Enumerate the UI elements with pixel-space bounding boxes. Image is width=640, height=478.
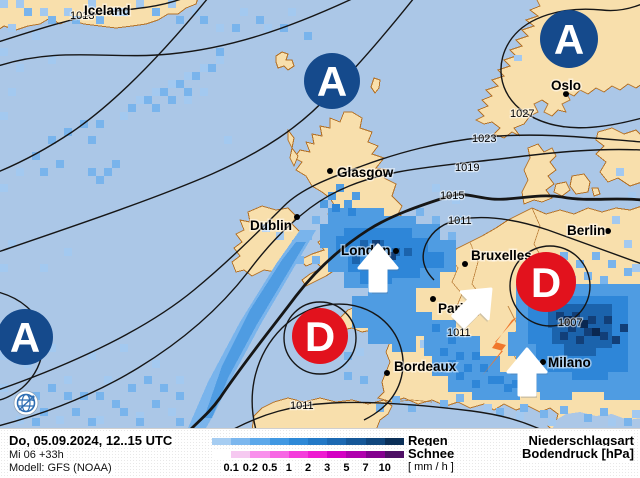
isobar-label: 1011: [290, 400, 314, 412]
scale-ticks: 0.1 0.2 0.5 1 2 3 5 7 10: [212, 462, 404, 475]
land-spain: [251, 397, 393, 428]
isobar-labels: 1013 1027 1023 1019 1015 1011 1011 1011 …: [69, 9, 584, 414]
high-center-north-sea: A: [304, 53, 360, 109]
isobar-label: 1027: [510, 108, 534, 120]
city-dot-milano: [540, 359, 546, 365]
isobar-label: 1023: [472, 133, 496, 145]
isobar-label: 1015: [440, 190, 464, 202]
city-dot-bruxelles: [462, 261, 468, 267]
scale-tick-label: 5: [342, 462, 351, 474]
land-hebrides: [287, 128, 299, 168]
scale-tick-label: 7: [361, 462, 370, 474]
scale-tick-label: 1: [284, 462, 293, 474]
legend-bar: Do, 05.09.2024, 12..15 UTC Mi 06 +33h Mo…: [0, 428, 640, 478]
land-danish-isles: [553, 173, 601, 197]
isobar-label: 1011: [448, 215, 472, 227]
land-shetland: [370, 77, 381, 94]
wind-arrow-up-milano: [506, 347, 548, 398]
city-label-iceland: Iceland: [84, 3, 131, 18]
city-dot-berlin: [605, 228, 611, 234]
isobar-label: 1011: [447, 327, 471, 339]
wind-arrows: [357, 243, 548, 398]
snow-scale-bar: [212, 451, 405, 458]
city-dot-oslo: [563, 91, 569, 97]
high-letter: A: [317, 58, 347, 105]
scale-tick-label: 2: [303, 462, 313, 474]
scale-tick-label: 0.1: [222, 462, 240, 474]
high-letter: A: [554, 16, 584, 63]
city-label-glasgow: Glasgow: [337, 165, 394, 180]
pressure-centers: A A A D D: [0, 10, 598, 365]
isobar-label: 1019: [455, 162, 479, 174]
sea-liguria: [552, 412, 640, 428]
city-label-bruxelles: Bruxelles: [471, 248, 532, 263]
city-dot-london: [393, 248, 399, 254]
land-sweden-south: [595, 127, 640, 187]
low-letter: D: [305, 313, 335, 360]
rain-label: Regen: [408, 433, 448, 448]
scale-tick-label: 3: [323, 462, 332, 474]
provider-logo[interactable]: [13, 390, 39, 416]
city-label-bordeaux: Bordeaux: [394, 359, 457, 374]
city-label-dublin: Dublin: [250, 218, 292, 233]
snow-label: Schnee: [408, 446, 455, 461]
map-area: 1013 1027 1023 1019 1015 1011 1011 1011 …: [0, 0, 640, 428]
isobar-label: 1013: [70, 10, 94, 22]
isobar-label: 1007: [558, 317, 582, 329]
land-faroe: [275, 51, 295, 71]
unit-label: [ mm / h ]: [408, 461, 454, 473]
low-center-central-europe: D: [516, 252, 576, 312]
legend-model-name: Modell: GFS (NOAA): [8, 462, 113, 474]
city-dot-glasgow: [327, 168, 333, 174]
low-letter: D: [531, 259, 561, 306]
pressure-title: Bodendruck [hPa]: [522, 446, 634, 461]
city-label-milano: Milano: [548, 355, 591, 370]
city-label-oslo: Oslo: [551, 78, 581, 93]
legend-datetime: Do, 05.09.2024, 12..15 UTC: [8, 433, 174, 448]
isobars: [0, 0, 640, 428]
scale-tick-label: 0.5: [260, 462, 279, 474]
city-label-berlin: Berlin: [567, 223, 605, 238]
high-center-oslo: A: [540, 10, 598, 68]
scale-tick-label: 0.2: [241, 462, 260, 474]
lightning-icon: [482, 317, 517, 376]
scale-tick-label: 10: [377, 462, 392, 474]
rain-scale-bar: [212, 438, 405, 445]
city-dot-bordeaux: [384, 370, 390, 376]
precip-type-title: Niederschlagsart: [528, 433, 634, 448]
high-letter: A: [10, 314, 40, 361]
wind-arrow-ne-paris: [451, 287, 493, 331]
low-center-biscay: D: [292, 308, 348, 364]
legend-model-run: Mi 06 +33h: [8, 449, 65, 461]
high-center-atlantic: A: [0, 309, 53, 365]
map-svg: 1013 1027 1023 1019 1015 1011 1011 1011 …: [0, 0, 640, 428]
city-dot-dublin: [294, 214, 300, 220]
land-denmark: [521, 143, 557, 205]
city-dot-paris: [430, 296, 436, 302]
wind-arrow-up-london: [357, 243, 399, 294]
